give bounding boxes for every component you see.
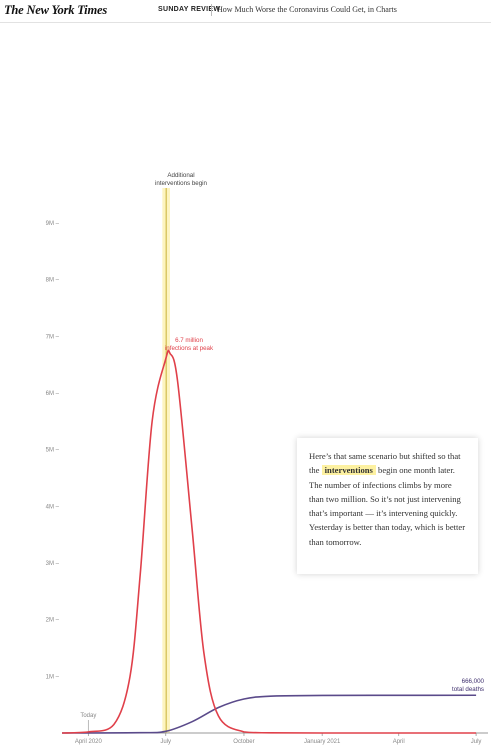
chart-axes: 9M – 8M – 7M – 6M – 5M – 4M – 3M – 2M – 1M – Apri… bbox=[46, 188, 488, 745]
intervention-annotation-line1: Additional bbox=[167, 172, 194, 179]
x-tick-label: April bbox=[393, 739, 405, 745]
today-label: Today bbox=[80, 713, 96, 719]
y-tick-label: 7M – bbox=[46, 334, 60, 340]
infections-line bbox=[61, 349, 477, 734]
x-tick-label: January 2021 bbox=[304, 739, 341, 745]
y-tick-label: 8M – bbox=[46, 278, 60, 284]
y-tick-label: 5M – bbox=[46, 448, 60, 454]
y-tick-label: 9M – bbox=[46, 221, 60, 227]
x-tick-label: July bbox=[160, 739, 171, 745]
deaths-total-value: 666,000 bbox=[462, 678, 485, 685]
nyt-logo[interactable]: The New York Times bbox=[4, 3, 107, 17]
intervention-annotation-line2: interventions begin bbox=[155, 180, 207, 187]
y-tick-label: 4M – bbox=[46, 504, 60, 510]
x-tick-label: July bbox=[471, 739, 482, 745]
x-tick-label: October bbox=[233, 739, 254, 745]
narrative-text-after: begin one month later. The number of inf… bbox=[309, 465, 466, 547]
deaths-total-label: total deaths bbox=[452, 686, 484, 693]
y-tick-label: 6M – bbox=[46, 391, 60, 397]
narrative-text-before: Here’s that same scenario but shifted so… bbox=[309, 451, 461, 476]
narrative-card: Here’s that same scenario but shifted so… bbox=[297, 438, 478, 574]
article-headline: How Much Worse the Coronavirus Could Get… bbox=[217, 5, 397, 14]
interventions-highlight: interventions bbox=[321, 465, 376, 476]
header-divider bbox=[211, 4, 212, 16]
deaths-line bbox=[61, 694, 477, 734]
peak-annotation-line1: 6.7 million bbox=[175, 337, 203, 344]
x-tick-label: April 2020 bbox=[75, 739, 103, 745]
top-bar: The New York Times SUNDAY REVIEW How Muc… bbox=[0, 0, 491, 23]
section-label[interactable]: SUNDAY REVIEW bbox=[158, 6, 221, 13]
peak-annotation-line2: infections at peak bbox=[165, 345, 214, 352]
y-tick-label: 2M – bbox=[46, 618, 60, 624]
y-tick-label: 1M – bbox=[46, 674, 60, 680]
y-tick-label: 3M – bbox=[46, 561, 60, 567]
